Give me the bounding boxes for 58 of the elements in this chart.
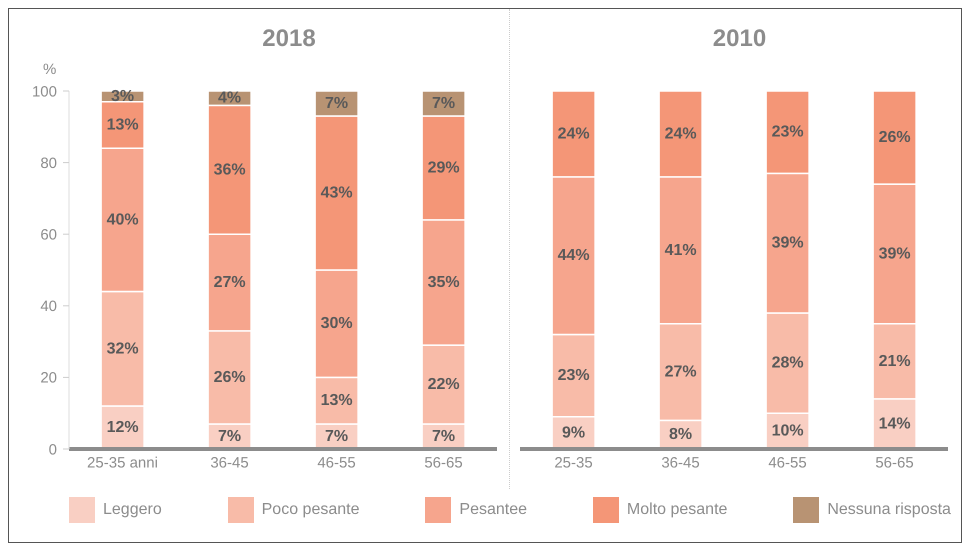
data-label: 3% [111,88,134,105]
data-label: 8% [669,426,692,444]
data-label: 29% [428,159,460,176]
y-tick-label: 80 [40,154,57,172]
data-label: 13% [106,116,139,134]
data-label: 13% [320,392,353,410]
data-label: 39% [878,245,911,262]
data-label: 14% [878,415,911,432]
data-label: 39% [772,234,804,252]
x-tick-label: 56-65 [424,454,463,472]
data-label: 32% [106,340,139,358]
data-label: 24% [664,125,697,142]
legend-label: Nessuna risposta [827,501,951,519]
x-tick-label: 25-35 [554,454,593,472]
y-tick-label: 60 [40,226,57,244]
data-label: 28% [772,354,804,372]
data-label: 7% [432,95,456,112]
x-tick-label: 56-65 [875,454,914,472]
legend-label: Leggero [103,501,162,519]
data-label: 7% [218,428,242,445]
y-tick-label: 20 [40,370,57,387]
data-label: 27% [214,274,246,292]
data-label: 22% [428,376,460,394]
data-label: 9% [562,424,586,442]
chart-title: 2018 [261,24,317,54]
data-label: 36% [214,161,246,178]
data-label: 4% [218,90,242,107]
data-label: 26% [214,368,246,386]
chart-title: 2010 [712,24,768,54]
data-label: 40% [106,211,139,228]
data-label: 24% [558,125,590,142]
data-label: 7% [325,428,348,445]
x-tick-label: 46-55 [317,454,356,472]
data-label: 23% [772,124,804,141]
y-tick-label: 40 [40,298,57,316]
data-label: 30% [320,315,353,332]
legend-label: Pesantee [459,501,527,519]
data-label: 23% [558,367,590,384]
y-tick-label: 0 [48,441,57,458]
data-label: 7% [325,95,348,112]
x-tick-label: 25-35 anni [87,454,158,472]
y-tick-label: 100 [32,83,57,100]
x-tick-label: 36-45 [210,454,249,472]
data-label: 26% [878,129,911,146]
data-label: 35% [428,274,460,292]
data-label: 21% [878,352,911,370]
data-label: 43% [320,184,353,202]
data-label: 44% [558,247,590,264]
y-axis-title: % [43,61,56,78]
legend-label: Poco pesante [262,501,360,519]
x-tick-label: 36-45 [661,454,700,472]
data-label: 12% [106,419,139,436]
x-tick-label: 46-55 [768,454,807,472]
data-label: 7% [432,428,456,445]
data-label: 27% [664,364,697,381]
data-label: 10% [772,422,804,440]
data-label: 41% [664,242,697,259]
legend-label: Molto pesante [626,501,728,519]
